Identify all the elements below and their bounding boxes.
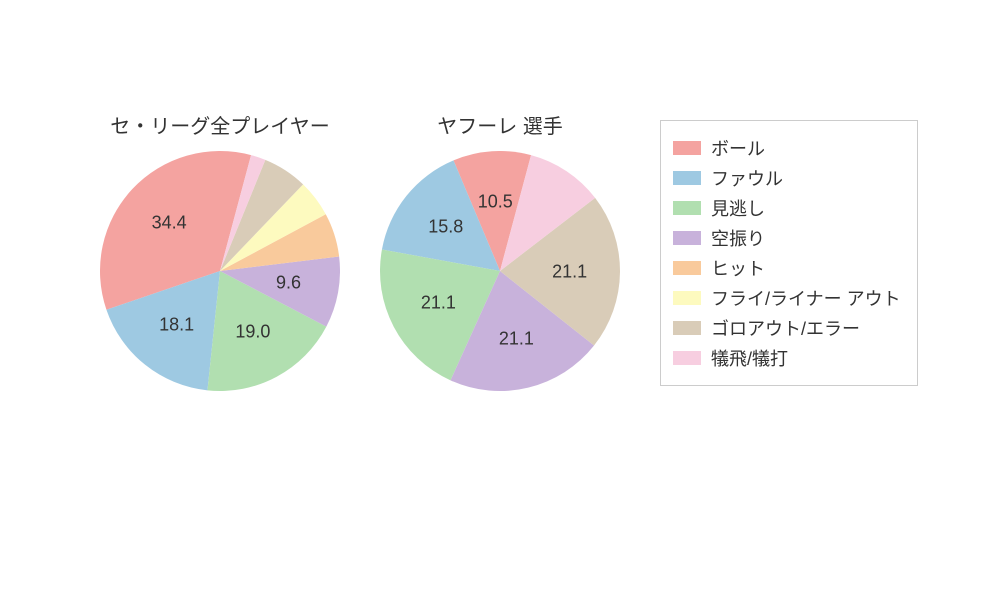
legend-label-grounder: ゴロアウト/エラー [711, 315, 860, 341]
pie-svg-wrap-league: 34.4 18.1 19.0 9.6 [100, 151, 340, 391]
slice-label-league-looking: 19.0 [235, 322, 270, 343]
legend-item-hit: ヒット [673, 255, 901, 281]
legend-swatch-grounder [673, 321, 701, 335]
legend-label-swinging: 空振り [711, 225, 765, 251]
legend-swatch-sac [673, 351, 701, 365]
legend-label-flyliner: フライ/ライナー アウト [711, 285, 901, 311]
chart-stage: セ・リーグ全プレイヤー 34.4 18.1 19.0 9.6 ヤフーレ 選手 10.5 15.… [0, 0, 1000, 600]
slice-label-player-grounder: 21.1 [552, 261, 587, 282]
slice-label-league-swinging: 9.6 [276, 273, 301, 294]
slice-label-player-ball: 10.5 [478, 191, 513, 212]
pie-league: セ・リーグ全プレイヤー 34.4 18.1 19.0 9.6 [100, 110, 340, 391]
legend-item-sac: 犠飛/犠打 [673, 345, 901, 371]
legend-swatch-ball [673, 141, 701, 155]
slice-label-player-looking: 21.1 [421, 293, 456, 314]
pie-player: ヤフーレ 選手 10.5 15.8 21.1 21.1 21.1 [380, 110, 620, 391]
legend-swatch-foul [673, 171, 701, 185]
slice-label-player-swinging: 21.1 [499, 328, 534, 349]
legend-item-foul: ファウル [673, 165, 901, 191]
slice-label-league-ball: 34.4 [152, 213, 187, 234]
legend-item-looking: 見逃し [673, 195, 901, 221]
legend-item-ball: ボール [673, 135, 901, 161]
legend: ボールファウル見逃し空振りヒットフライ/ライナー アウトゴロアウト/エラー犠飛/… [660, 120, 918, 386]
pie-title-player: ヤフーレ 選手 [380, 110, 620, 139]
legend-item-grounder: ゴロアウト/エラー [673, 315, 901, 341]
legend-label-looking: 見逃し [711, 195, 765, 221]
legend-label-ball: ボール [711, 135, 765, 161]
legend-label-hit: ヒット [711, 255, 765, 281]
legend-swatch-swinging [673, 231, 701, 245]
slice-label-player-foul: 15.8 [428, 217, 463, 238]
legend-label-foul: ファウル [711, 165, 783, 191]
legend-label-sac: 犠飛/犠打 [711, 345, 788, 371]
slice-label-league-foul: 18.1 [159, 315, 194, 336]
legend-swatch-hit [673, 261, 701, 275]
legend-swatch-looking [673, 201, 701, 215]
pie-title-league: セ・リーグ全プレイヤー [100, 110, 340, 139]
pie-svg-wrap-player: 10.5 15.8 21.1 21.1 21.1 [380, 151, 620, 391]
legend-item-flyliner: フライ/ライナー アウト [673, 285, 901, 311]
legend-swatch-flyliner [673, 291, 701, 305]
legend-item-swinging: 空振り [673, 225, 901, 251]
